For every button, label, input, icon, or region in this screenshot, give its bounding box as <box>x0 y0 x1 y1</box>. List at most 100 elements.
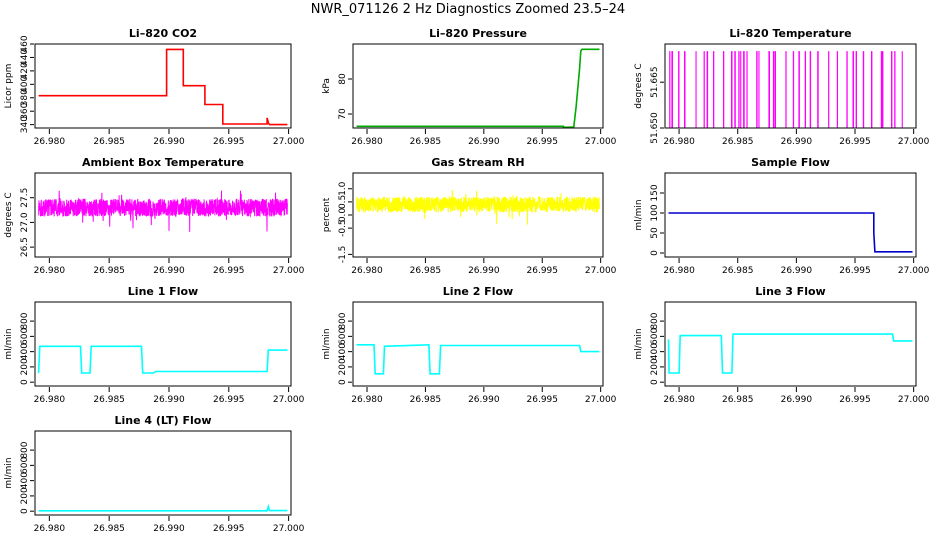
panel-1-y-tick-label: 420 <box>20 62 30 79</box>
panel-5-y-tick-label: -0.5 <box>338 219 348 237</box>
panel-7-x-tick-label: 26.990 <box>153 395 185 405</box>
panel-5-x-tick-label: 27.000 <box>585 266 617 276</box>
panel-8-y-tick-label: 400 <box>338 343 348 360</box>
panel-9-x-tick-label: 26.990 <box>781 395 813 405</box>
panel-6-y-tick-label: 50 <box>650 227 660 239</box>
panel-6-frame <box>664 172 917 258</box>
panel-2-x-tick-label: 26.995 <box>527 137 559 147</box>
panel-9-x-tick-label: 27.000 <box>898 395 930 405</box>
panel-1-frame <box>34 43 292 129</box>
panel-2-title: Li–820 Pressure <box>429 27 527 40</box>
panel-10-y-tick-label: 600 <box>20 457 30 474</box>
panel-10-ylabel: ml/min <box>4 457 14 488</box>
panel-2-y-tick-label: 70 <box>338 108 348 120</box>
panel-6-y-tick-label: 150 <box>650 184 660 201</box>
panel-6-y-tick-label: 0 <box>650 250 660 256</box>
panel-6-x-tick-label: 26.980 <box>663 266 695 276</box>
panel-10-x-tick-label: 27.000 <box>273 524 305 534</box>
panel-4-x-tick-label: 27.000 <box>273 266 305 276</box>
panel-8-y-tick-label: 200 <box>338 358 348 375</box>
panel-1-x-tick-label: 27.000 <box>273 137 305 147</box>
panel-1-series-line <box>38 48 288 126</box>
panel-9-y-tick-label: 800 <box>650 312 660 329</box>
panel-3-series-line <box>669 51 903 128</box>
panel-5-ylabel: percent <box>322 197 332 232</box>
page-title: NWR_071126 2 Hz Diagnostics Zoomed 23.5–… <box>310 2 626 17</box>
panel-1-y-tick-label: 440 <box>20 49 30 66</box>
panel-8-x-tick-label: 26.990 <box>468 395 500 405</box>
panel-3-frame <box>664 43 917 129</box>
panel-2-ylabel: kPa <box>322 78 332 94</box>
panel-6-x-tick-label: 27.000 <box>898 266 930 276</box>
panel-10-x-tick-label: 26.995 <box>213 524 245 534</box>
panel-5-x-tick-label: 26.980 <box>351 266 383 276</box>
panel-9: Line 3 Flow ml/min 26.980 26.985 26.990 26.99… <box>634 285 930 405</box>
panel-9-title: Line 3 Flow <box>755 285 825 298</box>
panel-9-series-line <box>667 333 913 374</box>
panel-2-x-tick-label: 26.985 <box>410 137 442 147</box>
panel-4-y-tick-label: 27.5 <box>20 188 30 208</box>
panel-10-x-tick-label: 26.990 <box>153 524 185 534</box>
panel-1-x-tick-label: 26.990 <box>153 137 185 147</box>
panel-10-title: Line 4 (LT) Flow <box>115 414 212 427</box>
panel-8-x-tick-label: 26.980 <box>351 395 383 405</box>
panel-7-y-tick-label: 800 <box>20 312 30 329</box>
panel-10-y-tick-label: 200 <box>20 487 30 504</box>
panel-8-y-tick-label: 0 <box>338 379 348 385</box>
panel-8-x-tick-label: 27.000 <box>585 395 617 405</box>
panel-9-y-tick-label: 0 <box>650 379 660 385</box>
panel-5-y-tick-label: 1.0 <box>338 181 348 196</box>
panel-1: Li–820 CO2 Licor ppm 26.980 26.985 26.990 26.… <box>4 27 305 147</box>
panel-3-y-tick-label: 51.665 <box>650 66 660 98</box>
panel-7-x-tick-label: 26.985 <box>93 395 125 405</box>
panel-4-x-tick-label: 26.985 <box>93 266 125 276</box>
panel-5-y-tick-label: 0.0 <box>338 208 348 223</box>
panel-7-y-tick-label: 400 <box>20 343 30 360</box>
panel-8-frame <box>352 301 604 387</box>
panel-8-y-tick-label: 800 <box>338 312 348 329</box>
panel-2-x-tick-label: 27.000 <box>585 137 617 147</box>
panel-3-ylabel: degrees C <box>634 63 644 108</box>
panel-6: Sample Flow ml/min 26.980 26.985 26.990 26.99… <box>634 156 930 276</box>
panel-3-x-tick-label: 26.980 <box>663 137 695 147</box>
panel-1-x-tick-label: 26.980 <box>34 137 66 147</box>
panel-7-ylabel: ml/min <box>4 328 14 359</box>
panel-4-y-tick-label: 26.5 <box>20 237 30 257</box>
panel-6-x-tick-label: 26.985 <box>722 266 754 276</box>
panel-1-x-tick-label: 26.995 <box>213 137 245 147</box>
panel-1-ylabel: Licor ppm <box>4 64 14 109</box>
panel-8: Line 2 Flow ml/min 26.980 26.985 26.990 26.99… <box>322 285 617 405</box>
panel-8-title: Line 2 Flow <box>443 285 513 298</box>
panel-3-x-tick-label: 27.000 <box>898 137 930 147</box>
panel-5-frame <box>352 172 604 258</box>
panel-9-y-tick-label: 600 <box>650 328 660 345</box>
panel-3-x-tick-label: 26.985 <box>722 137 754 147</box>
panel-10-x-tick-label: 26.985 <box>93 524 125 534</box>
panel-4: Ambient Box Temperature degrees C 26.980 26… <box>4 156 305 276</box>
panel-8-series-line <box>356 343 600 375</box>
panel-8-x-tick-label: 26.995 <box>527 395 559 405</box>
panel-10: Line 4 (LT) Flow ml/min 26.980 26.985 26.990… <box>4 414 305 534</box>
panel-3-x-tick-label: 26.995 <box>839 137 871 147</box>
panel-5-x-tick-label: 26.990 <box>468 266 500 276</box>
panel-7-x-tick-label: 27.000 <box>273 395 305 405</box>
panel-4-y-tick-label: 27.0 <box>20 212 30 232</box>
panel-9-x-tick-label: 26.995 <box>839 395 871 405</box>
panel-9-y-tick-label: 200 <box>650 358 660 375</box>
panel-4-series-line <box>38 190 288 232</box>
panel-9-x-tick-label: 26.985 <box>722 395 754 405</box>
panel-10-x-tick-label: 26.980 <box>34 524 66 534</box>
panel-1-y-tick-label: 380 <box>20 89 30 106</box>
panel-4-ylabel: degrees C <box>4 192 14 237</box>
panel-7: Line 1 Flow ml/min 26.980 26.985 26.990 26.99… <box>4 285 305 405</box>
panel-10-y-tick-label: 800 <box>20 441 30 458</box>
panel-4-frame <box>34 172 292 258</box>
panel-9-ylabel: ml/min <box>634 328 644 359</box>
panel-9-frame <box>664 301 917 387</box>
panel-1-title: Li–820 CO2 <box>129 27 197 40</box>
panel-10-series-line <box>38 503 288 512</box>
panel-6-x-tick-label: 26.990 <box>781 266 813 276</box>
panel-5-title: Gas Stream RH <box>431 156 524 169</box>
panel-5-x-tick-label: 26.995 <box>527 266 559 276</box>
